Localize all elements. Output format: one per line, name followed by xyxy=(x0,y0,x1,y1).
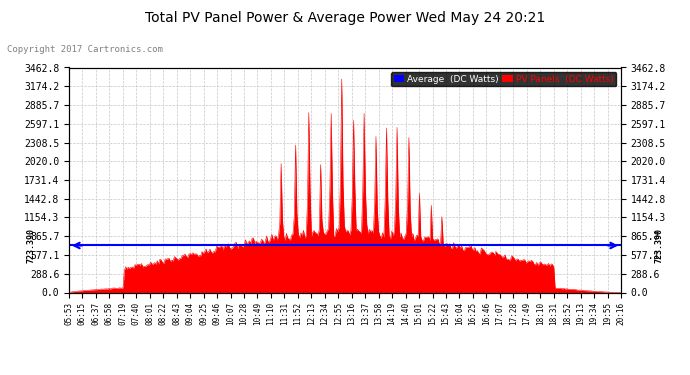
Text: 723.390: 723.390 xyxy=(654,228,663,263)
Text: Copyright 2017 Cartronics.com: Copyright 2017 Cartronics.com xyxy=(7,45,163,54)
Text: 723.390: 723.390 xyxy=(27,228,36,263)
Text: Total PV Panel Power & Average Power Wed May 24 20:21: Total PV Panel Power & Average Power Wed… xyxy=(145,11,545,25)
Legend: Average  (DC Watts), PV Panels  (DC Watts): Average (DC Watts), PV Panels (DC Watts) xyxy=(391,72,616,86)
